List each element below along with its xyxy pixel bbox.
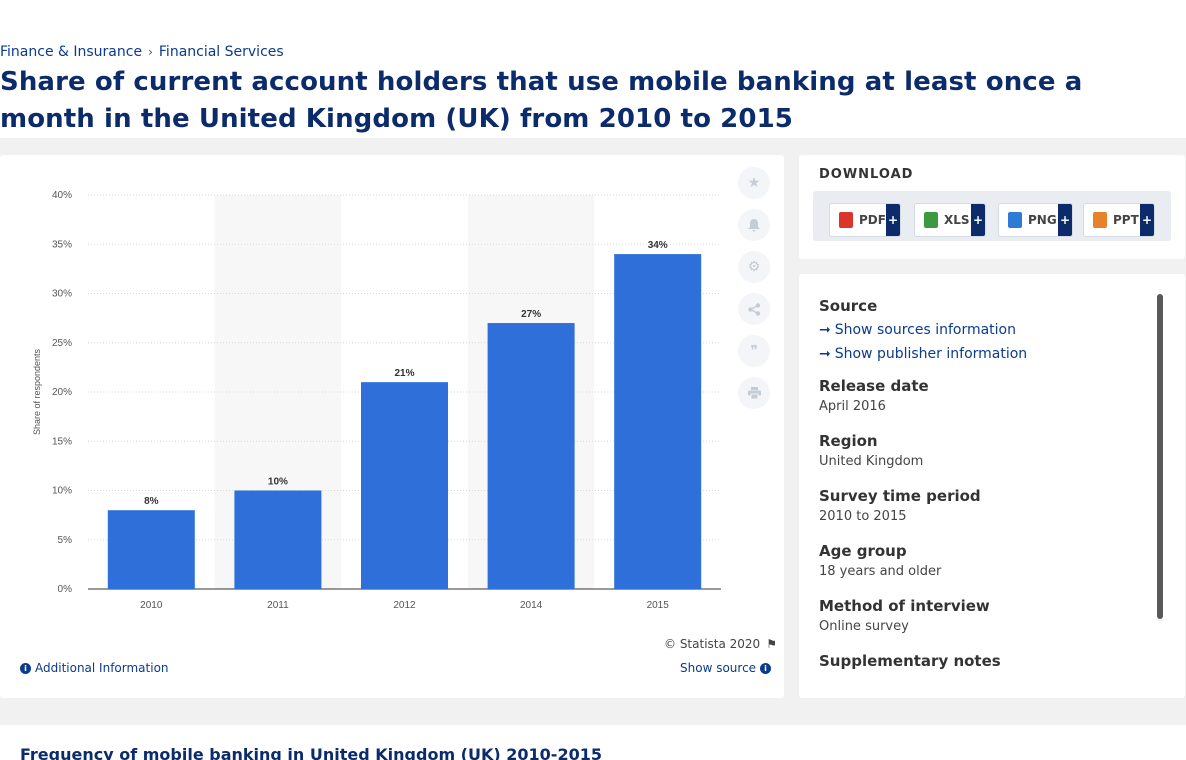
show-sources-label: Show sources information	[834, 322, 1016, 338]
download-title: DOWNLOAD	[819, 167, 914, 182]
download-card: DOWNLOAD PDF + XLS + PNG + PPT +	[799, 155, 1185, 259]
y-tick-label: 35%	[52, 239, 72, 250]
bell-icon[interactable]	[738, 209, 770, 241]
x-tick-label: 2012	[393, 600, 416, 611]
download-pdf-label: PDF	[859, 213, 886, 227]
survey-period-label: Survey time period	[819, 487, 981, 505]
related-statistic-title[interactable]: Frequency of mobile banking in United Ki…	[20, 745, 602, 760]
region-label: Region	[819, 432, 878, 450]
quote-icon[interactable]: ❞	[738, 335, 770, 367]
interview-method-value: Online survey	[819, 619, 909, 634]
plus-icon: +	[971, 204, 985, 236]
y-tick-label: 20%	[52, 387, 72, 398]
release-date-label: Release date	[819, 377, 929, 395]
download-png-button[interactable]: PNG +	[998, 203, 1073, 237]
flag-icon: ⚑	[766, 637, 777, 651]
bar-2014	[487, 323, 575, 589]
y-tick-label: 5%	[58, 535, 73, 546]
breadcrumb-financial-services[interactable]: Financial Services	[158, 44, 284, 60]
age-group-value: 18 years and older	[819, 564, 942, 579]
show-sources-link[interactable]: ➞ Show sources information	[819, 318, 1149, 342]
data-label: 27%	[521, 309, 541, 320]
copyright[interactable]: © Statista 2020 ⚑	[664, 637, 777, 651]
data-label: 10%	[268, 477, 288, 488]
copyright-text: © Statista 2020	[664, 637, 761, 651]
y-axis-label: Share of respondents	[32, 348, 42, 435]
download-ppt-label: PPT	[1113, 213, 1139, 227]
breadcrumb-finance-insurance[interactable]: Finance & Insurance	[0, 44, 143, 60]
additional-information-link[interactable]: i Additional Information	[20, 661, 169, 675]
y-tick-label: 10%	[52, 486, 72, 497]
release-date-value: April 2016	[819, 399, 886, 414]
show-publisher-link[interactable]: ➞ Show publisher information	[819, 342, 1149, 366]
breadcrumb: Finance & Insurance › Financial Services	[0, 43, 284, 61]
top-bar	[0, 0, 1186, 36]
show-publisher-label: Show publisher information	[834, 346, 1028, 362]
download-xls-button[interactable]: XLS +	[914, 203, 986, 237]
related-statistic-card: Frequency of mobile banking in United Ki…	[0, 725, 1186, 760]
source-scrollbar[interactable]	[1157, 294, 1163, 619]
source-content: Source ➞ Show sources information ➞ Show…	[819, 296, 1149, 671]
share-icon[interactable]	[738, 293, 770, 325]
plus-icon: +	[886, 204, 900, 236]
png-file-icon	[1008, 212, 1022, 228]
bar-chart: 0% 5% 10% 15% 20% 25% 30% 35% 40% Share of respon…	[32, 190, 721, 611]
breadcrumb-separator: ›	[148, 45, 153, 59]
data-label: 21%	[394, 368, 414, 379]
x-tick-label: 2015	[647, 600, 670, 611]
data-label: 8%	[144, 496, 159, 507]
plus-icon: +	[1058, 204, 1072, 236]
y-tick-label: 25%	[52, 338, 72, 349]
ppt-file-icon	[1093, 212, 1107, 228]
gear-icon[interactable]: ⚙	[738, 251, 770, 283]
arrow-right-icon: ➞	[819, 322, 831, 338]
print-icon[interactable]	[738, 377, 770, 409]
data-label: 34%	[648, 240, 668, 251]
arrow-right-icon: ➞	[819, 346, 831, 362]
y-tick-label: 30%	[52, 289, 72, 300]
survey-period-value: 2010 to 2015	[819, 509, 907, 524]
chart-card: 0% 5% 10% 15% 20% 25% 30% 35% 40% Share of respon…	[0, 155, 784, 698]
bar-2015	[614, 254, 702, 589]
age-group-label: Age group	[819, 542, 907, 560]
show-source-link[interactable]: Show source i	[680, 661, 772, 675]
download-bar: PDF + XLS + PNG + PPT +	[813, 191, 1171, 241]
show-source-label: Show source	[680, 661, 757, 675]
source-card: Source ➞ Show sources information ➞ Show…	[799, 274, 1185, 698]
info-icon: i	[760, 662, 772, 674]
scrollbar-thumb[interactable]	[1157, 294, 1163, 619]
additional-information-label: Additional Information	[35, 661, 169, 675]
xls-file-icon	[924, 212, 938, 228]
y-tick-label: 40%	[52, 190, 72, 201]
pdf-file-icon	[839, 212, 853, 228]
bar-2010	[107, 510, 195, 589]
y-tick-label: 0%	[58, 584, 73, 595]
x-tick-label: 2011	[267, 600, 289, 611]
region-value: United Kingdom	[819, 454, 924, 469]
download-ppt-button[interactable]: PPT +	[1083, 203, 1155, 237]
y-tick-label: 15%	[52, 436, 72, 447]
bar-2011	[234, 490, 322, 589]
source-label: Source	[819, 297, 878, 315]
supplementary-notes-label: Supplementary notes	[819, 652, 1001, 670]
star-icon[interactable]: ★	[738, 167, 770, 199]
interview-method-label: Method of interview	[819, 597, 990, 615]
info-icon: i	[20, 662, 31, 674]
download-pdf-button[interactable]: PDF +	[829, 203, 901, 237]
plus-icon: +	[1140, 204, 1154, 236]
page-title: Share of current account holders that us…	[0, 67, 1083, 134]
chart-tools: ★ ⚙ ❞	[738, 167, 772, 419]
x-tick-label: 2010	[140, 600, 163, 611]
download-xls-label: XLS	[944, 213, 970, 227]
bar-2012	[361, 382, 448, 589]
x-tick-label: 2014	[520, 600, 543, 611]
download-png-label: PNG	[1028, 213, 1057, 227]
